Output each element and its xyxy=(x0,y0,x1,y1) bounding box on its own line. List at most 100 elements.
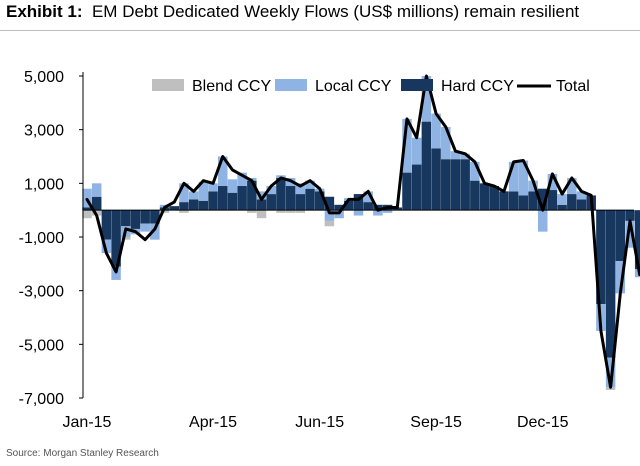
local-ccy-bar xyxy=(295,183,306,195)
local-ccy-bar xyxy=(537,210,548,232)
local-ccy-bar xyxy=(179,183,189,203)
hard-ccy-bar xyxy=(518,195,529,211)
y-tick-label: -7,000 xyxy=(19,391,64,408)
hard-ccy-bar xyxy=(91,196,102,211)
local-ccy-bar xyxy=(188,191,199,200)
local-ccy-bar xyxy=(508,161,519,192)
hard-ccy-bar xyxy=(276,177,286,211)
local-ccy-bar xyxy=(450,151,461,160)
y-tick-label: -1,000 xyxy=(19,230,64,247)
local-ccy-bar xyxy=(150,223,160,240)
hard-ccy-bar xyxy=(634,210,640,270)
hard-ccy-bar xyxy=(305,188,315,211)
local-ccy-bar xyxy=(431,113,441,149)
x-tick-label: Dec-15 xyxy=(517,414,569,431)
local-ccy-bar xyxy=(576,191,587,200)
x-tick-label: Jan-15 xyxy=(63,414,112,431)
hard-ccy-bar xyxy=(101,210,112,240)
hard-ccy-bar xyxy=(441,159,451,211)
hard-ccy-bar xyxy=(266,194,276,211)
hard-ccy-bar xyxy=(625,210,635,221)
hard-ccy-bar xyxy=(528,191,538,211)
local-ccy-bar xyxy=(363,191,373,203)
hard-ccy-bar xyxy=(547,190,558,211)
legend-total-label: Total xyxy=(556,78,590,95)
local-ccy-bar xyxy=(518,160,529,196)
y-tick-label: 5,000 xyxy=(24,69,64,86)
blend-ccy-bar xyxy=(121,237,131,240)
local-ccy-bar xyxy=(256,191,267,200)
local-ccy-bar xyxy=(237,172,247,187)
hard-ccy-bar xyxy=(227,192,238,211)
blend-ccy-bar xyxy=(256,210,267,219)
blend-ccy-bar xyxy=(295,210,306,213)
local-ccy-bar xyxy=(91,183,102,197)
hard-ccy-bar xyxy=(295,194,306,211)
local-ccy-bar xyxy=(101,239,112,254)
local-ccy-bar xyxy=(470,161,480,181)
local-ccy-bar xyxy=(460,153,470,160)
hard-ccy-bar xyxy=(111,210,121,267)
hard-ccy-bar xyxy=(218,186,228,211)
local-ccy-bar xyxy=(421,76,432,122)
blend-ccy-bar xyxy=(285,210,296,213)
local-ccy-bar xyxy=(441,126,451,160)
hard-ccy-bar xyxy=(537,188,548,211)
hard-ccy-bar xyxy=(169,206,180,211)
legend-hard-ccy-label: Hard CCY xyxy=(441,78,514,95)
legend-hard-ccy-swatch xyxy=(401,79,433,91)
flows-chart: 5,000 3,000 1,000 -1,000 -3,000 -5,000 -7,000 J… xyxy=(19,69,640,431)
blend-ccy-bar xyxy=(82,210,92,219)
local-ccy-bar xyxy=(198,181,209,201)
local-ccy-bar xyxy=(140,223,150,232)
x-tick-label: Apr-15 xyxy=(189,414,237,431)
hard-ccy-bar xyxy=(140,210,150,224)
legend-blend-ccy-swatch xyxy=(152,79,184,91)
hard-ccy-bar xyxy=(353,194,364,211)
hard-ccy-bar xyxy=(489,186,499,211)
hard-ccy-bar xyxy=(208,191,218,211)
title-text: EM Debt Dedicated Weekly Flows (US$ mill… xyxy=(91,2,580,21)
hard-ccy-bar xyxy=(363,202,373,211)
local-ccy-bar xyxy=(382,210,393,213)
hard-ccy-bar xyxy=(479,183,490,211)
hard-ccy-bar xyxy=(237,186,247,211)
local-ccy-bar xyxy=(634,269,640,278)
local-ccy-bar xyxy=(605,357,616,388)
hard-ccy-bar xyxy=(344,200,354,211)
local-ccy-bar xyxy=(227,179,238,193)
hard-ccy-bar xyxy=(605,210,616,358)
hard-ccy-bar xyxy=(324,196,335,211)
blend-ccy-bar xyxy=(179,210,189,213)
hard-ccy-bar xyxy=(421,121,432,211)
hard-ccy-bar xyxy=(615,210,626,262)
hard-ccy-bar xyxy=(82,207,92,211)
hard-ccy-bar xyxy=(411,164,422,211)
hard-ccy-bar xyxy=(179,202,189,211)
legend-local-ccy-swatch xyxy=(275,79,307,91)
local-ccy-bar xyxy=(625,220,635,248)
hard-ccy-bar xyxy=(460,159,470,211)
hard-ccy-bar xyxy=(247,180,257,211)
blend-ccy-bar xyxy=(276,210,286,213)
hard-ccy-bar xyxy=(557,204,567,211)
local-ccy-bar xyxy=(266,186,276,195)
hard-ccy-bar xyxy=(470,180,480,211)
hard-ccy-bar xyxy=(121,210,131,227)
hard-ccy-bar xyxy=(285,186,296,211)
y-tick-label: 1,000 xyxy=(24,176,64,193)
hard-ccy-bar xyxy=(150,210,160,224)
hard-ccy-bar xyxy=(198,200,209,211)
local-ccy-bar xyxy=(547,173,558,191)
blend-ccy-bar xyxy=(247,210,257,213)
title-prefix: Exhibit 1: xyxy=(6,2,83,21)
y-tick-label: 3,000 xyxy=(24,123,64,140)
hard-ccy-bar xyxy=(576,199,587,211)
title-divider xyxy=(0,30,640,31)
hard-ccy-bar xyxy=(334,204,344,211)
local-ccy-bar xyxy=(324,210,335,221)
hard-ccy-bar xyxy=(402,172,412,211)
blend-ccy-bar xyxy=(159,210,170,213)
blend-ccy-bar xyxy=(324,220,335,227)
local-ccy-bar xyxy=(615,261,626,294)
